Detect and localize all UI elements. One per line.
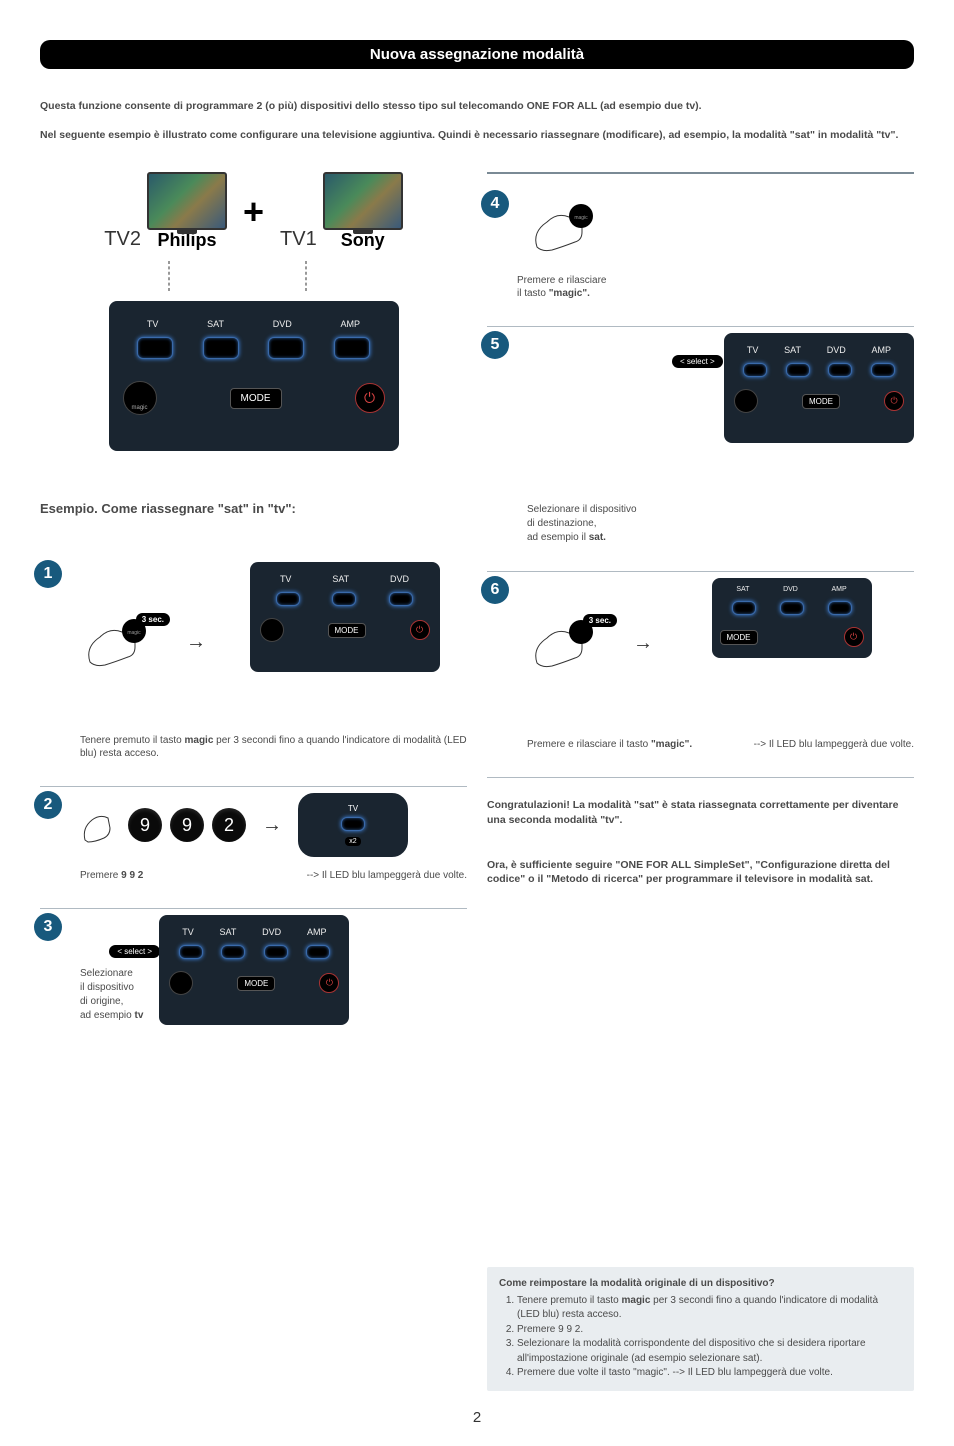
remote-label-dvd: DVD [390, 574, 409, 584]
remote-label-tv: TV [280, 574, 292, 584]
step5-text: Selezionare il dispositivo di destinazio… [527, 503, 637, 545]
intro-block: Questa funzione consente di programmare … [40, 99, 914, 142]
example-subtitle: Esempio. Come riassegnare "sat" in "tv": [40, 501, 467, 516]
tv1-label: TV1 [280, 228, 317, 251]
mode-button: MODE [802, 394, 840, 409]
x2-badge: x2 [345, 837, 360, 846]
remote-label-amp: AMP [872, 345, 892, 355]
tv2-image [147, 172, 227, 230]
remote-label-amp: AMP [341, 319, 361, 329]
arrow-icon: → [633, 632, 653, 655]
step4-text: Premere e rilasciare il tasto "magic". [517, 274, 914, 300]
intro-p2: Nel seguente esempio è illustrato come c… [40, 128, 914, 143]
section-header: Nuova assegnazione modalità [40, 40, 914, 69]
mode-button: MODE [230, 388, 282, 409]
right-column: 4 magic Premere e rilasciare il tasto "m… [487, 172, 914, 1390]
remote-result: TV SAT DVD MODE [250, 562, 440, 672]
step1-text: Tenere premuto il tasto magic per 3 seco… [80, 734, 467, 760]
congrats-text: Congratulazioni! La modalità "sat" è sta… [487, 798, 914, 827]
step-badge: 6 [481, 576, 509, 604]
step2-text: Premere 9 9 2 --> Il LED blu lampeggerà … [80, 869, 467, 882]
step-3: 3 Selezionare il dispositivo di origine,… [40, 909, 467, 1091]
svg-text:magic: magic [127, 630, 141, 636]
next-text: Ora, è sufficiente seguire "ONE FOR ALL … [487, 858, 914, 887]
step-badge: 4 [481, 190, 509, 218]
digit-row: 9 9 2 [80, 800, 246, 850]
remote-label-tv: TV [747, 345, 759, 355]
tv-illustration: TV2 Philips + TV1 Sony [40, 172, 467, 251]
remote-key [268, 337, 304, 359]
mode-button: MODE [328, 623, 366, 638]
power-button [355, 383, 385, 413]
note-item: Premere 9 9 2. [517, 1323, 902, 1338]
magic-button: magic [123, 381, 157, 415]
note-question: Come reimpostare la modalità originale d… [499, 1277, 902, 1292]
page-number: 2 [40, 1409, 914, 1426]
hand-press-illustration: magic 3 sec. [80, 607, 170, 677]
step6-text: Premere e rilasciare il tasto "magic". -… [527, 738, 914, 751]
tv2-label: TV2 [104, 228, 141, 251]
digit-key: 2 [212, 808, 246, 842]
remote-key [203, 337, 239, 359]
select-pill: < select > [672, 355, 723, 368]
remote-label-dvd: DVD [262, 927, 281, 937]
step-badge: 5 [481, 331, 509, 359]
plus-icon: + [237, 191, 270, 233]
step-badge: 3 [34, 913, 62, 941]
note-item: Tenere premuto il tasto magic per 3 seco… [517, 1294, 902, 1323]
intro-p1: Questa funzione consente di programmare … [40, 99, 914, 114]
svg-text:magic: magic [574, 215, 588, 221]
remote-blink: TV x2 [298, 793, 408, 857]
remote-label-amp: AMP [307, 927, 327, 937]
step-badge: 2 [34, 791, 62, 819]
hand-icon [80, 800, 120, 850]
timing-pill: 3 sec. [136, 613, 170, 626]
hand-press-illustration: magic [527, 192, 617, 262]
remote-label-sat: SAT [332, 574, 349, 584]
remote-select: TV SAT DVD AMP MODE [724, 333, 914, 443]
digit-key: 9 [170, 808, 204, 842]
select-pill: < select > [109, 945, 160, 958]
remote-label-dvd: DVD [827, 345, 846, 355]
remote-result: SATDVDAMP MODE [712, 578, 872, 658]
step-badge: 1 [34, 560, 62, 588]
reset-note-box: Come reimpostare la modalità originale d… [487, 1267, 914, 1391]
remote-key [334, 337, 370, 359]
timing-pill: 3 sec. [583, 614, 617, 627]
left-column: TV2 Philips + TV1 Sony [40, 172, 467, 1390]
tv1-image [323, 172, 403, 230]
remote-label-sat: SAT [784, 345, 801, 355]
step-4: 4 magic Premere e rilasciare il tasto "m… [487, 186, 914, 316]
remote-select: TV SAT DVD AMP MODE [159, 915, 349, 1025]
remote-label-dvd: DVD [273, 319, 292, 329]
digit-key: 9 [128, 808, 162, 842]
mode-button: MODE [237, 976, 275, 991]
remote-key [137, 337, 173, 359]
step-5: 5 < select > TVSATDVDAMP MODE Selezionar… [487, 327, 914, 561]
remote-label-tv: TV [182, 927, 194, 937]
arrow-icon: → [262, 814, 282, 837]
step-6: 6 3 sec. → SATDVDAMP MODE Premere e rila… [487, 572, 914, 767]
two-column-layout: TV2 Philips + TV1 Sony [40, 172, 914, 1390]
remote-label-tv: TV [348, 804, 358, 813]
step3-text: Selezionare il dispositivo di origine, a… [80, 967, 143, 1023]
remote-main: TV SAT DVD AMP magic MODE [109, 301, 399, 451]
mode-button: MODE [720, 630, 758, 645]
remote-label-tv: TV [147, 319, 159, 329]
step-2: 2 9 9 2 → TV x2 Premere 9 9 2 --> Il LED… [40, 787, 467, 898]
remote-label-sat: SAT [220, 927, 237, 937]
remote-select-wrap: < select > TVSATDVDAMP MODE [159, 915, 349, 1075]
arrow-icon: → [186, 631, 206, 654]
remote-label-sat: SAT [207, 319, 224, 329]
connector-lines [40, 271, 467, 301]
note-item: Selezionare la modalità corrispondente d… [517, 1337, 902, 1366]
step-1: 1 magic 3 sec. → TVSATDVD MODE Tenere pr… [40, 556, 467, 776]
note-item: Premere due volte il tasto "magic". --> … [517, 1366, 902, 1381]
hand-press-illustration: 3 sec. [527, 608, 617, 678]
